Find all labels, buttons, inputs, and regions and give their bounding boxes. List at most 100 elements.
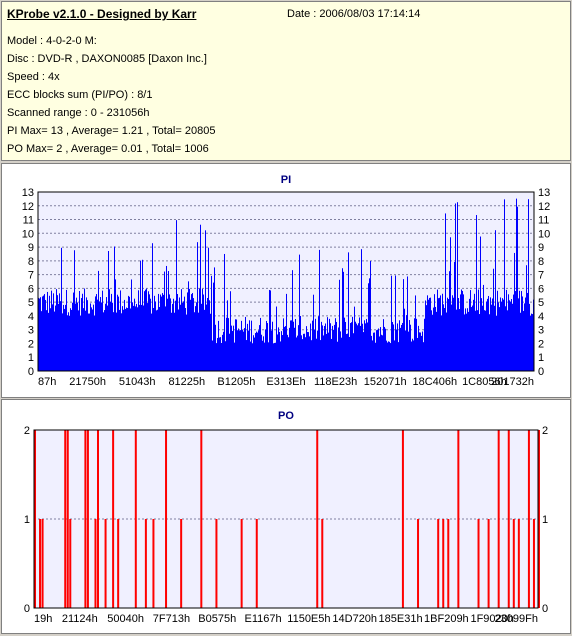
range-line: Scanned range : 0 - 231056h: [7, 107, 150, 119]
pi-bar: [452, 295, 453, 371]
pi-bar: [201, 303, 202, 371]
pi-ytick-right: 1: [538, 352, 544, 364]
po-bar: [66, 430, 69, 608]
pi-bar: [485, 310, 486, 371]
pi-bar: [152, 243, 153, 371]
pi-bar: [276, 306, 277, 371]
pi-bar: [425, 300, 426, 371]
pi-bar: [508, 294, 509, 371]
pi-bar: [376, 330, 377, 371]
pi-bar: [450, 237, 451, 371]
pi-xtick-label: 81225h: [168, 376, 205, 388]
pi-bar: [477, 310, 478, 371]
pi-bar: [314, 329, 315, 371]
pi-bar: [382, 335, 383, 371]
pi-bar: [99, 301, 100, 371]
pi-bar: [440, 295, 441, 371]
pi-bar: [52, 304, 53, 371]
pi-bar: [158, 293, 159, 371]
pi-bar: [381, 334, 382, 371]
pi-bar: [328, 332, 329, 371]
pi-ytick-left: 6: [28, 283, 34, 295]
pi-bar: [90, 303, 91, 371]
po-bar: [117, 519, 120, 608]
pi-bar: [497, 290, 498, 371]
pi-bar: [482, 305, 483, 371]
pi-bar: [91, 307, 92, 371]
pi-bar: [466, 313, 467, 371]
pi-bar: [111, 293, 112, 371]
pi-bar: [310, 323, 311, 371]
pi-bar: [82, 293, 83, 371]
pi-bar: [309, 336, 310, 371]
pi-bar: [218, 320, 219, 371]
pi-bar: [115, 279, 116, 371]
pi-bar: [258, 330, 259, 371]
pi-bar: [75, 303, 76, 371]
pi-bar: [519, 290, 520, 371]
pi-bar: [241, 320, 242, 371]
pi-bar: [266, 320, 267, 371]
pi-ytick-right: 4: [538, 311, 544, 323]
pi-bar: [71, 309, 72, 371]
pi-bar: [420, 332, 421, 371]
pi-bar: [155, 301, 156, 371]
pi-ytick-left: 10: [22, 228, 34, 240]
pi-bar: [434, 294, 435, 371]
pi-bar: [245, 316, 246, 371]
pi-bar: [121, 313, 122, 371]
pi-bar: [291, 320, 292, 371]
pi-bar: [394, 340, 395, 371]
pi-bar: [330, 323, 331, 371]
pi-bar: [354, 306, 355, 371]
pi-bar: [341, 337, 342, 371]
pi-bar: [181, 289, 182, 371]
po-ytick-right: 2: [542, 425, 548, 437]
pi-bar: [460, 294, 461, 371]
pi-bar: [411, 341, 412, 371]
pi-bar: [127, 308, 128, 371]
pi-bar: [51, 290, 52, 371]
pi-bar: [416, 318, 417, 371]
pi-bar: [224, 253, 225, 371]
pi-bar: [159, 307, 160, 371]
pi-bar: [332, 325, 333, 371]
pi-bar: [456, 309, 457, 371]
pi-bar: [185, 308, 186, 371]
pi-bar: [86, 297, 87, 371]
pi-bar: [337, 341, 338, 371]
po-ytick-left: 0: [24, 603, 30, 615]
pi-bar: [367, 322, 368, 371]
pi-bar: [406, 315, 407, 371]
pi-bar: [182, 302, 183, 371]
pi-bar: [116, 312, 117, 371]
pi-bar: [212, 340, 213, 371]
pi-bar: [135, 306, 136, 371]
pi-bar: [88, 313, 89, 371]
pi-ytick-left: 4: [28, 311, 34, 323]
pi-bar: [278, 327, 279, 371]
pi-bar: [527, 292, 528, 371]
pi-bar: [344, 317, 345, 371]
pi-bar: [400, 327, 401, 371]
pi-bar: [197, 242, 198, 371]
pi-bar: [169, 294, 170, 371]
pi-bar: [509, 300, 510, 371]
po-bar: [134, 430, 137, 608]
pi-bar: [444, 308, 445, 371]
po-plot-border: [33, 429, 539, 609]
po-bar: [527, 430, 530, 608]
po-bar: [104, 519, 107, 608]
po-bar: [69, 519, 72, 608]
po-ytick-left: 2: [24, 425, 30, 437]
disc-line: Disc : DVD-R , DAXON0085 [Daxon Inc.]: [7, 53, 207, 65]
po-xtick-label: 1F9020h: [470, 613, 513, 625]
pi-bar: [521, 291, 522, 371]
pi-bar: [179, 297, 180, 371]
pi-bar: [243, 331, 244, 371]
pi-bar: [161, 296, 162, 371]
pi-bar: [435, 306, 436, 371]
pi-xtick-label: 152071h: [364, 376, 407, 388]
pi-bar: [131, 279, 132, 371]
po-xtick-label: 185E31h: [379, 613, 423, 625]
